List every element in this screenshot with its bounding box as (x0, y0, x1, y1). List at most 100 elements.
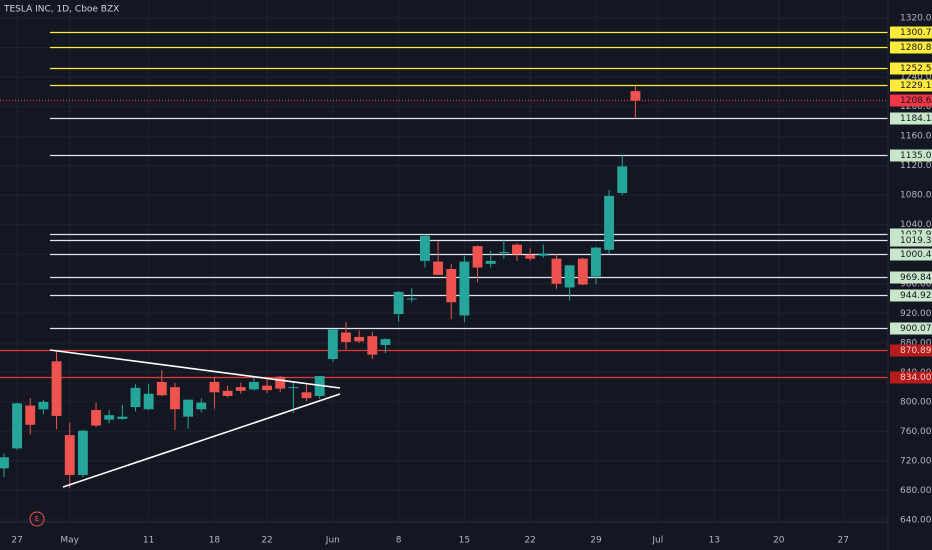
level-label-bg (890, 149, 932, 162)
level-label: 1208.66 (900, 96, 932, 106)
y-tick-label: 1040.00 (900, 220, 932, 230)
x-tick-label: 29 (590, 536, 602, 546)
candle-body (156, 381, 167, 396)
candle-body (222, 390, 233, 396)
candle-body (262, 385, 272, 391)
candle-body (604, 195, 615, 250)
candle-body (104, 415, 115, 420)
candle-body (564, 265, 575, 288)
candle-body (393, 291, 404, 315)
candle-body (209, 381, 220, 393)
earnings-icon[interactable] (29, 511, 45, 527)
y-tick-label: 960.00 (900, 279, 932, 289)
candle-body (170, 387, 180, 410)
level-label: 900.07 (900, 324, 932, 334)
level-label: 1229.12 (900, 81, 932, 91)
level-label-bg (890, 112, 932, 125)
candle-body (183, 399, 194, 417)
x-tick-label: 11 (143, 536, 154, 546)
chart-title: TESLA INC, 1D, Cboe BZX (3, 5, 119, 15)
y-tick-label: 1120.00 (900, 161, 932, 171)
candle-body (235, 387, 246, 391)
candle-body (498, 252, 509, 254)
candle-body (0, 457, 9, 469)
candle-body (591, 247, 601, 277)
candle-body (301, 392, 312, 399)
level-label: 870.89 (900, 346, 932, 356)
level-label: 1135.04 (900, 151, 932, 161)
candle-body (512, 244, 522, 255)
candle-body (248, 381, 259, 390)
trend-line (62, 393, 341, 488)
level-label: 1184.13 (900, 114, 932, 124)
level-label-bg (890, 271, 932, 284)
candle-body (196, 402, 207, 410)
x-tick-label: 27 (838, 536, 849, 546)
y-tick-label: 760.00 (900, 427, 932, 437)
level-label-bg (890, 248, 932, 261)
x-tick-label: Jun (325, 536, 340, 546)
y-tick-label: 680.00 (900, 486, 932, 496)
x-tick-label: 18 (209, 536, 221, 546)
x-tick-label: 15 (459, 536, 470, 546)
trend-line (49, 349, 341, 389)
level-label-bg (890, 94, 932, 107)
level-label-bg (890, 234, 932, 247)
x-tick-label: May (60, 536, 79, 546)
candle-body (577, 258, 588, 285)
candle-body (472, 246, 483, 268)
candle-body (327, 329, 338, 360)
y-tick-label: 800.00 (900, 397, 932, 407)
level-label: 834.00 (900, 373, 932, 383)
candle-body (130, 387, 141, 408)
candle-body (459, 261, 470, 316)
candle-body (538, 253, 549, 256)
y-tick-label: 920.00 (900, 309, 932, 319)
candles (0, 85, 641, 489)
x-tick-label: Jul (651, 536, 663, 546)
candle-body (38, 401, 49, 410)
candle-body (617, 166, 628, 193)
level-label-bg (890, 62, 932, 75)
candle-body (354, 336, 365, 342)
y-tick-label: 1160.00 (900, 132, 932, 142)
candle-body (419, 235, 430, 261)
candle-body (630, 91, 641, 101)
level-label: 1252.53 (900, 64, 932, 74)
candle-body (551, 258, 562, 284)
candle-body (51, 361, 62, 416)
level-label-bg (890, 41, 932, 54)
candle-body (77, 430, 88, 475)
level-label: 969.84 (900, 273, 932, 283)
x-tick-label: 22 (524, 536, 535, 546)
candle-body (117, 416, 128, 419)
x-tick-label: 20 (773, 536, 785, 546)
level-label: 1300.73 (900, 28, 932, 38)
candle-body (433, 261, 444, 275)
candle-body (485, 260, 496, 264)
level-label-bg (890, 371, 932, 384)
y-tick-label: 1320.00 (900, 14, 932, 24)
x-tick-label: 13 (709, 536, 720, 546)
candle-body (446, 269, 457, 303)
levels (0, 31, 888, 379)
level-label: 944.92 (900, 291, 932, 301)
x-axis: 27 May 11 18 22 Jun 8 15 22 29 Jul 13 20 27 (11, 536, 849, 546)
level-label-bg (890, 26, 932, 39)
x-tick-label: 22 (261, 536, 272, 546)
level-label-bg (890, 79, 932, 92)
y-axis: 640.00680.00720.00760.00800.00840.00880.… (890, 14, 932, 526)
level-label: 1280.82 (900, 43, 932, 53)
y-tick-label: 880.00 (900, 338, 932, 348)
y-tick-label: 720.00 (900, 456, 932, 466)
y-tick-label: 1240.00 (900, 73, 932, 83)
candle-body (341, 332, 351, 343)
candle-body (525, 254, 536, 259)
triangle-drawing (49, 349, 341, 488)
y-tick-label: 1200.00 (900, 102, 932, 112)
candle-body (91, 410, 101, 426)
level-label: 1000.45 (900, 250, 932, 260)
y-tick-label: 1080.00 (900, 191, 932, 201)
